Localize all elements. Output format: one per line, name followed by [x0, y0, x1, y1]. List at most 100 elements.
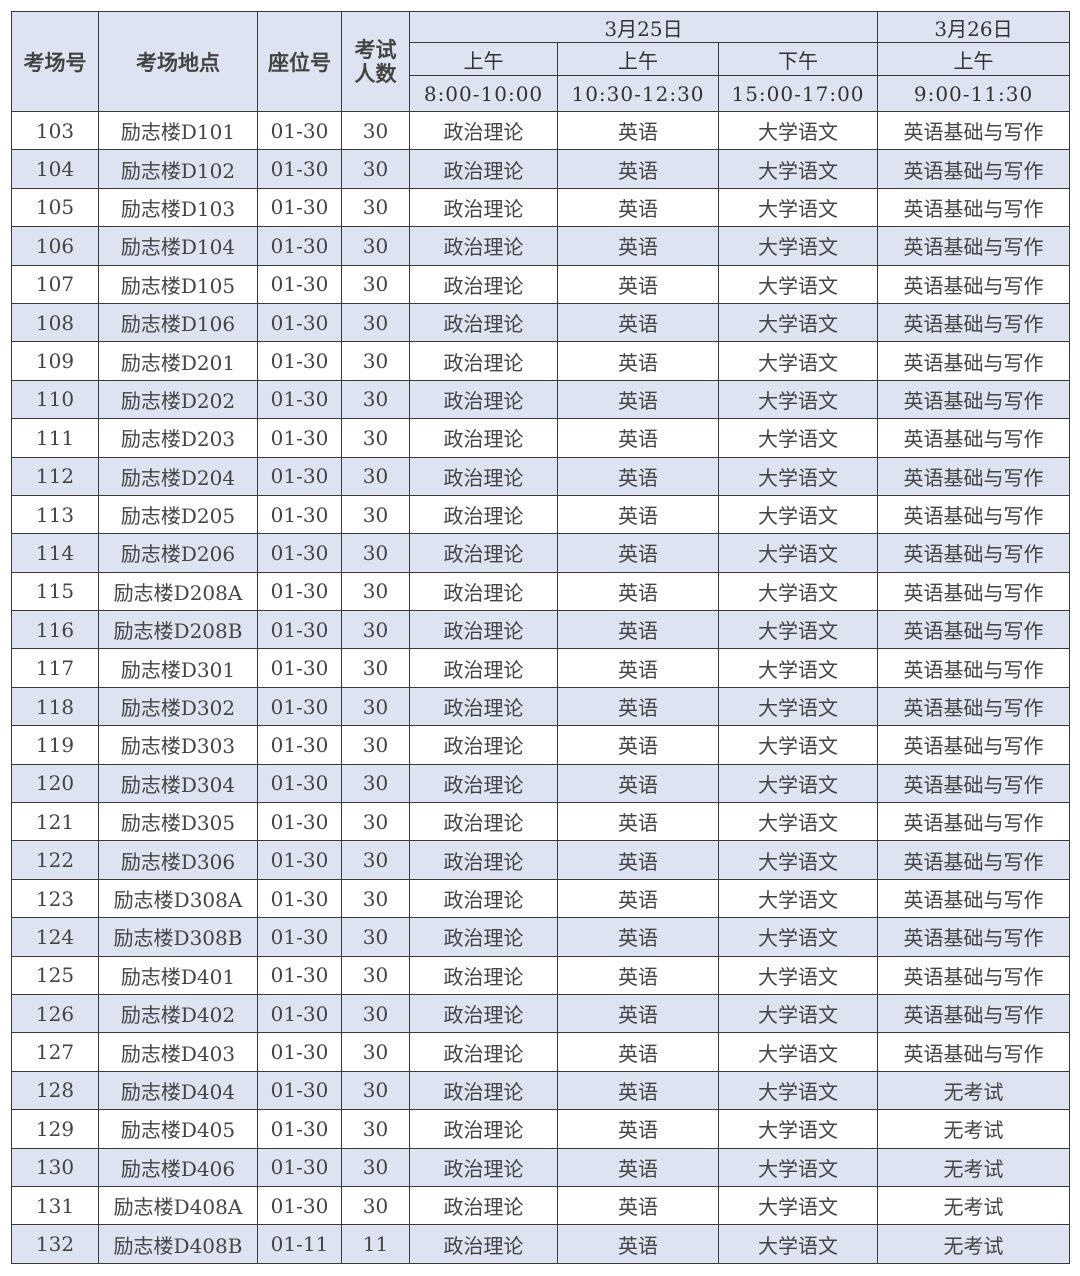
cell-session-4-subject: 英语基础与写作: [877, 993, 1071, 1034]
cell-session-3-subject: 大学语文: [717, 379, 879, 420]
table-row: 128 励志楼D404 01-30 30 政治理论 英语 大学语文 无考试: [11, 1070, 1071, 1111]
cell-session-3-subject: 大学语文: [717, 302, 879, 343]
table-row: 127 励志楼D403 01-30 30 政治理论 英语 大学语文 英语基础与写作: [11, 1032, 1071, 1072]
cell-session-3-subject: 大学语文: [717, 149, 879, 189]
cell-session-3-subject: 大学语文: [717, 1147, 879, 1187]
cell-session-2-subject: 英语: [557, 1224, 719, 1264]
cell-location: 励志楼D406: [98, 1147, 258, 1187]
cell-session-4-subject: 英语基础与写作: [877, 149, 1071, 189]
cell-examinee-count: 30: [341, 648, 410, 688]
cell-seat-range: 01-30: [257, 763, 342, 804]
cell-seat-range: 01-30: [257, 648, 342, 688]
cell-seat-range: 01-30: [257, 993, 342, 1034]
table-row: 130 励志楼D406 01-30 30 政治理论 英语 大学语文 无考试: [11, 1147, 1071, 1187]
cell-session-4-subject: 英语基础与写作: [877, 955, 1071, 995]
table-row: 109 励志楼D201 01-30 30 政治理论 英语 大学语文 英语基础与写作: [11, 341, 1071, 381]
cell-room-no: 130: [11, 1147, 99, 1187]
cell-session-3-subject: 大学语文: [717, 725, 879, 765]
cell-examinee-count: 30: [341, 418, 410, 458]
cell-examinee-count: 30: [341, 571, 410, 612]
cell-session-2-subject: 英语: [557, 302, 719, 343]
cell-session-1-subject: 政治理论: [409, 1070, 558, 1111]
cell-session-2-subject: 英语: [557, 533, 719, 573]
cell-session-1-subject: 政治理论: [409, 917, 558, 957]
cell-seat-range: 01-30: [257, 610, 342, 650]
cell-session-3-subject: 大学语文: [717, 763, 879, 804]
cell-seat-range: 01-30: [257, 1147, 342, 1187]
cell-room-no: 124: [11, 917, 99, 957]
cell-room-no: 106: [11, 226, 99, 266]
cell-session-3-subject: 大学语文: [717, 1185, 879, 1226]
header-time-2: 10:30-12:30: [557, 75, 719, 112]
cell-session-1-subject: 政治理论: [409, 264, 558, 304]
table-row: 124 励志楼D308B 01-30 30 政治理论 英语 大学语文 英语基础与写作: [11, 917, 1071, 957]
cell-room-no: 132: [11, 1224, 99, 1264]
cell-location: 励志楼D205: [98, 494, 258, 535]
cell-examinee-count: 30: [341, 187, 410, 228]
cell-session-3-subject: 大学语文: [717, 878, 879, 919]
header-examinees: 考试人数: [341, 11, 410, 112]
cell-session-3-subject: 大学语文: [717, 686, 879, 727]
header-period-4: 上午: [877, 42, 1071, 76]
cell-room-no: 105: [11, 187, 99, 228]
cell-session-2-subject: 英语: [557, 341, 719, 381]
header-location: 考场地点: [98, 11, 258, 112]
cell-room-no: 118: [11, 686, 99, 727]
cell-examinee-count: 30: [341, 110, 410, 151]
cell-session-2-subject: 英语: [557, 725, 719, 765]
table-body: 103 励志楼D101 01-30 30 政治理论 英语 大学语文 英语基础与写作 104 励志楼…: [11, 110, 1071, 1264]
cell-examinee-count: 30: [341, 494, 410, 535]
cell-session-1-subject: 政治理论: [409, 341, 558, 381]
cell-seat-range: 01-30: [257, 264, 342, 304]
cell-room-no: 112: [11, 456, 99, 496]
table-row: 105 励志楼D103 01-30 30 政治理论 英语 大学语文 英语基础与写作: [11, 187, 1071, 228]
cell-examinee-count: 30: [341, 149, 410, 189]
cell-room-no: 131: [11, 1185, 99, 1226]
cell-room-no: 111: [11, 418, 99, 458]
cell-seat-range: 01-30: [257, 955, 342, 995]
cell-session-1-subject: 政治理论: [409, 993, 558, 1034]
cell-room-no: 116: [11, 610, 99, 650]
cell-session-4-subject: 无考试: [877, 1147, 1071, 1187]
cell-examinee-count: 30: [341, 610, 410, 650]
cell-examinee-count: 30: [341, 1070, 410, 1111]
header-seat-no: 座位号: [257, 11, 342, 112]
cell-examinee-count: 30: [341, 1147, 410, 1187]
cell-examinee-count: 30: [341, 1109, 410, 1149]
cell-session-4-subject: 英语基础与写作: [877, 571, 1071, 612]
cell-location: 励志楼D208B: [98, 610, 258, 650]
cell-session-3-subject: 大学语文: [717, 648, 879, 688]
cell-session-4-subject: 英语基础与写作: [877, 610, 1071, 650]
header-room-no: 考场号: [11, 11, 99, 112]
cell-seat-range: 01-30: [257, 341, 342, 381]
table-row: 126 励志楼D402 01-30 30 政治理论 英语 大学语文 英语基础与写作: [11, 993, 1071, 1034]
cell-session-3-subject: 大学语文: [717, 418, 879, 458]
table-row: 114 励志楼D206 01-30 30 政治理论 英语 大学语文 英语基础与写作: [11, 533, 1071, 573]
cell-session-1-subject: 政治理论: [409, 802, 558, 842]
table-row: 118 励志楼D302 01-30 30 政治理论 英语 大学语文 英语基础与写作: [11, 686, 1071, 727]
table-row: 119 励志楼D303 01-30 30 政治理论 英语 大学语文 英语基础与写作: [11, 725, 1071, 765]
cell-session-3-subject: 大学语文: [717, 1109, 879, 1149]
cell-examinee-count: 30: [341, 226, 410, 266]
cell-room-no: 129: [11, 1109, 99, 1149]
cell-session-2-subject: 英语: [557, 1070, 719, 1111]
cell-session-1-subject: 政治理论: [409, 763, 558, 804]
cell-seat-range: 01-30: [257, 456, 342, 496]
cell-seat-range: 01-30: [257, 494, 342, 535]
cell-seat-range: 01-30: [257, 686, 342, 727]
cell-location: 励志楼D404: [98, 1070, 258, 1111]
cell-session-1-subject: 政治理论: [409, 1109, 558, 1149]
cell-seat-range: 01-30: [257, 1109, 342, 1149]
cell-examinee-count: 30: [341, 763, 410, 804]
cell-session-2-subject: 英语: [557, 802, 719, 842]
cell-session-3-subject: 大学语文: [717, 1032, 879, 1072]
cell-examinee-count: 11: [341, 1224, 410, 1264]
header-time-4: 9:00-11:30: [877, 75, 1071, 112]
cell-location: 励志楼D104: [98, 226, 258, 266]
cell-room-no: 120: [11, 763, 99, 804]
cell-examinee-count: 30: [341, 456, 410, 496]
cell-session-2-subject: 英语: [557, 1032, 719, 1072]
cell-seat-range: 01-30: [257, 1032, 342, 1072]
cell-room-no: 125: [11, 955, 99, 995]
cell-room-no: 103: [11, 110, 99, 151]
